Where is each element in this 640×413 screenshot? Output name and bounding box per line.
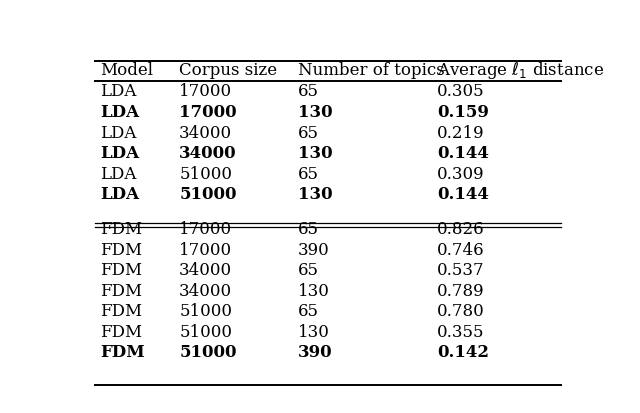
Text: 51000: 51000	[179, 186, 237, 203]
Text: 0.219: 0.219	[437, 125, 484, 142]
Text: FDM: FDM	[100, 304, 142, 320]
Text: 65: 65	[298, 221, 319, 238]
Text: 0.355: 0.355	[437, 324, 484, 341]
Text: 34000: 34000	[179, 145, 237, 162]
Text: Corpus size: Corpus size	[179, 62, 277, 79]
Text: 65: 65	[298, 125, 319, 142]
Text: 0.537: 0.537	[437, 262, 484, 279]
Text: 17000: 17000	[179, 104, 237, 121]
Text: 130: 130	[298, 324, 330, 341]
Text: FDM: FDM	[100, 344, 145, 361]
Text: Number of topics: Number of topics	[298, 62, 445, 79]
Text: 130: 130	[298, 283, 330, 300]
Text: Average $\ell_1$ distance: Average $\ell_1$ distance	[437, 60, 604, 81]
Text: 34000: 34000	[179, 125, 232, 142]
Text: 0.142: 0.142	[437, 344, 489, 361]
Text: 0.826: 0.826	[437, 221, 484, 238]
Text: LDA: LDA	[100, 166, 136, 183]
Text: 17000: 17000	[179, 242, 232, 259]
Text: FDM: FDM	[100, 221, 142, 238]
Text: 0.780: 0.780	[437, 304, 485, 320]
Text: LDA: LDA	[100, 145, 139, 162]
Text: 0.789: 0.789	[437, 283, 484, 300]
Text: 130: 130	[298, 145, 333, 162]
Text: 0.144: 0.144	[437, 186, 489, 203]
Text: LDA: LDA	[100, 83, 136, 100]
Text: 65: 65	[298, 166, 319, 183]
Text: 390: 390	[298, 242, 330, 259]
Text: FDM: FDM	[100, 242, 142, 259]
Text: LDA: LDA	[100, 186, 139, 203]
Text: LDA: LDA	[100, 104, 139, 121]
Text: 130: 130	[298, 186, 333, 203]
Text: 34000: 34000	[179, 262, 232, 279]
Text: 0.305: 0.305	[437, 83, 484, 100]
Text: 65: 65	[298, 304, 319, 320]
Text: 17000: 17000	[179, 83, 232, 100]
Text: 51000: 51000	[179, 344, 237, 361]
Text: 17000: 17000	[179, 221, 232, 238]
Text: 130: 130	[298, 104, 333, 121]
Text: FDM: FDM	[100, 283, 142, 300]
Text: 65: 65	[298, 83, 319, 100]
Text: 51000: 51000	[179, 166, 232, 183]
Text: LDA: LDA	[100, 125, 136, 142]
Text: 0.144: 0.144	[437, 145, 489, 162]
Text: 51000: 51000	[179, 304, 232, 320]
Text: 65: 65	[298, 262, 319, 279]
Text: 34000: 34000	[179, 283, 232, 300]
Text: FDM: FDM	[100, 324, 142, 341]
Text: 390: 390	[298, 344, 333, 361]
Text: FDM: FDM	[100, 262, 142, 279]
Text: 0.746: 0.746	[437, 242, 484, 259]
Text: Model: Model	[100, 62, 153, 79]
Text: 51000: 51000	[179, 324, 232, 341]
Text: 0.309: 0.309	[437, 166, 484, 183]
Text: 0.159: 0.159	[437, 104, 489, 121]
